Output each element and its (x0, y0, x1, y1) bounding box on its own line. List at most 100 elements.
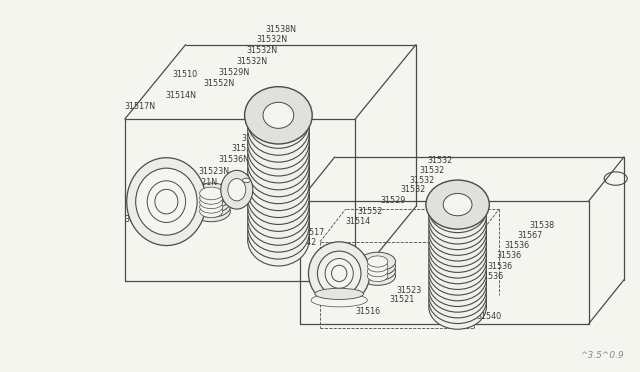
Text: 31516: 31516 (355, 307, 380, 316)
Text: 31567: 31567 (517, 231, 542, 240)
Text: 31536N: 31536N (232, 144, 262, 153)
Ellipse shape (248, 172, 309, 224)
Ellipse shape (258, 116, 299, 151)
Ellipse shape (429, 222, 486, 267)
Ellipse shape (248, 193, 309, 245)
Ellipse shape (248, 131, 309, 183)
Text: 31567N: 31567N (253, 123, 284, 132)
Ellipse shape (438, 228, 477, 257)
Ellipse shape (248, 186, 309, 238)
Ellipse shape (248, 117, 309, 169)
Ellipse shape (200, 196, 223, 209)
Ellipse shape (367, 270, 388, 282)
Ellipse shape (438, 267, 477, 297)
Ellipse shape (429, 194, 486, 238)
Ellipse shape (429, 245, 486, 289)
Ellipse shape (248, 158, 309, 211)
Ellipse shape (438, 205, 477, 235)
Text: 31517: 31517 (300, 228, 324, 237)
Text: 31523: 31523 (397, 286, 422, 295)
Ellipse shape (438, 273, 477, 303)
Ellipse shape (258, 206, 299, 241)
Text: 31536: 31536 (488, 262, 513, 271)
Text: 31521: 31521 (389, 295, 414, 304)
Ellipse shape (367, 266, 388, 277)
Text: 31514: 31514 (346, 217, 371, 226)
Ellipse shape (258, 150, 299, 186)
Ellipse shape (429, 228, 486, 272)
Ellipse shape (360, 267, 396, 285)
Ellipse shape (248, 103, 309, 155)
Ellipse shape (317, 251, 361, 296)
Ellipse shape (429, 199, 486, 244)
Ellipse shape (258, 213, 299, 248)
Ellipse shape (360, 252, 396, 271)
Ellipse shape (438, 250, 477, 280)
Ellipse shape (429, 205, 486, 250)
Text: 31536: 31536 (496, 251, 521, 260)
Text: 31536N: 31536N (219, 155, 250, 164)
Text: 31523N: 31523N (198, 167, 230, 176)
Ellipse shape (136, 168, 197, 235)
Ellipse shape (438, 234, 477, 263)
Ellipse shape (429, 285, 486, 329)
Ellipse shape (325, 259, 353, 288)
Ellipse shape (315, 288, 364, 299)
Ellipse shape (438, 211, 477, 240)
Text: 31532: 31532 (428, 156, 452, 165)
Ellipse shape (258, 123, 299, 158)
Ellipse shape (367, 256, 388, 267)
Ellipse shape (200, 187, 223, 200)
Ellipse shape (248, 214, 309, 266)
Ellipse shape (248, 166, 309, 218)
Ellipse shape (127, 158, 206, 246)
Text: 31517N: 31517N (125, 102, 156, 110)
Ellipse shape (248, 145, 309, 197)
Ellipse shape (248, 152, 309, 204)
Text: 31521N: 31521N (187, 178, 218, 187)
Text: 31536: 31536 (479, 272, 504, 281)
Ellipse shape (258, 144, 299, 179)
Ellipse shape (443, 193, 472, 216)
Ellipse shape (429, 273, 486, 318)
Ellipse shape (243, 178, 250, 183)
Ellipse shape (332, 265, 347, 282)
Ellipse shape (438, 222, 477, 252)
Ellipse shape (429, 211, 486, 255)
Ellipse shape (438, 279, 477, 309)
Ellipse shape (258, 192, 299, 228)
Ellipse shape (429, 262, 486, 307)
Ellipse shape (248, 179, 309, 231)
Ellipse shape (429, 239, 486, 284)
Ellipse shape (429, 256, 486, 301)
Ellipse shape (248, 124, 309, 176)
Ellipse shape (248, 138, 309, 190)
Text: 31532: 31532 (400, 185, 425, 194)
Text: 31536N: 31536N (242, 134, 273, 143)
Ellipse shape (258, 109, 299, 145)
Ellipse shape (367, 261, 388, 272)
Ellipse shape (248, 110, 309, 162)
Ellipse shape (311, 294, 367, 307)
Ellipse shape (192, 196, 230, 217)
Text: 31511: 31511 (125, 215, 150, 224)
Text: 31552N: 31552N (204, 79, 235, 88)
Ellipse shape (200, 192, 223, 204)
Ellipse shape (258, 171, 299, 207)
Ellipse shape (360, 257, 396, 276)
Ellipse shape (438, 217, 477, 246)
Ellipse shape (258, 199, 299, 235)
Ellipse shape (438, 245, 477, 275)
Text: 31542: 31542 (291, 238, 316, 247)
Ellipse shape (429, 279, 486, 324)
Text: 31529N: 31529N (219, 68, 250, 77)
Ellipse shape (258, 178, 299, 214)
Ellipse shape (263, 102, 294, 128)
Ellipse shape (258, 185, 299, 221)
Ellipse shape (155, 189, 178, 214)
Ellipse shape (200, 205, 223, 218)
Ellipse shape (248, 200, 309, 252)
Ellipse shape (438, 285, 477, 314)
Ellipse shape (248, 96, 309, 148)
Text: 31516N: 31516N (165, 190, 196, 199)
